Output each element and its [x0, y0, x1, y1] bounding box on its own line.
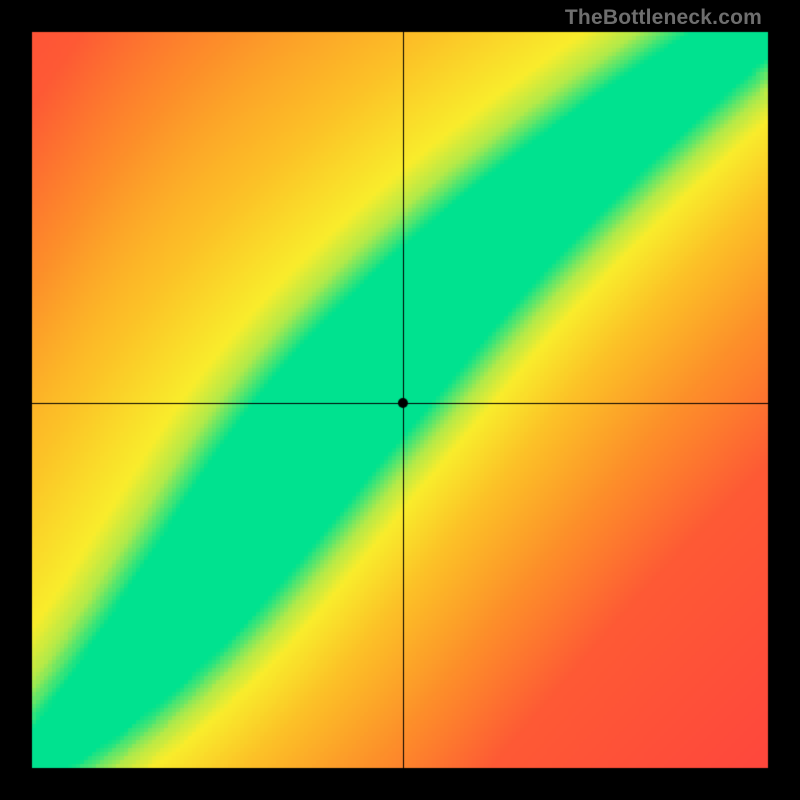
bottleneck-heatmap [0, 0, 800, 800]
chart-wrapper: TheBottleneck.com [0, 0, 800, 800]
watermark-text: TheBottleneck.com [565, 6, 762, 30]
